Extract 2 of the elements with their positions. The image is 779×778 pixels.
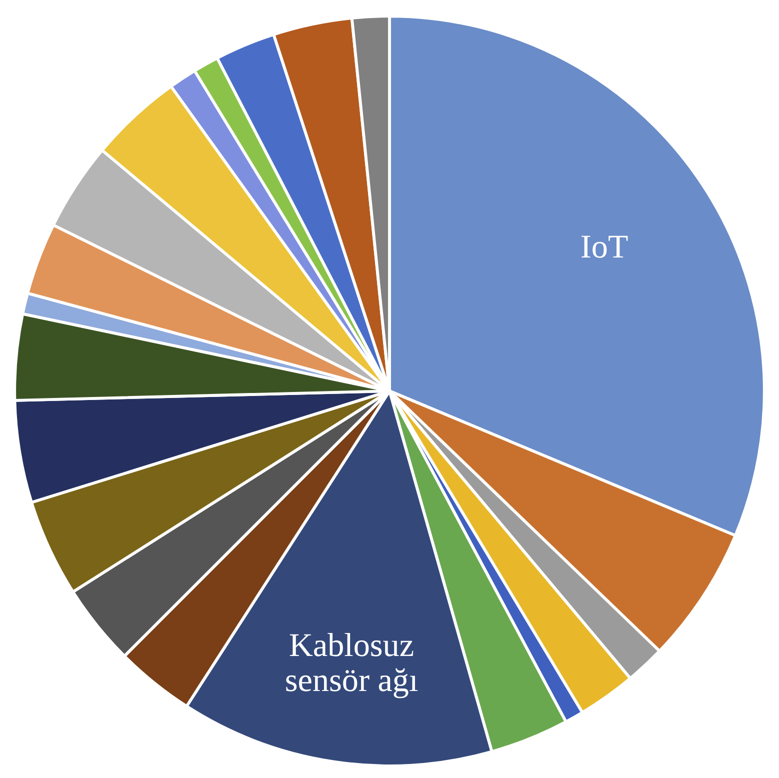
slice-label: IoT [580,230,628,266]
slice-label: Kablosuz sensör ağı [284,628,418,700]
